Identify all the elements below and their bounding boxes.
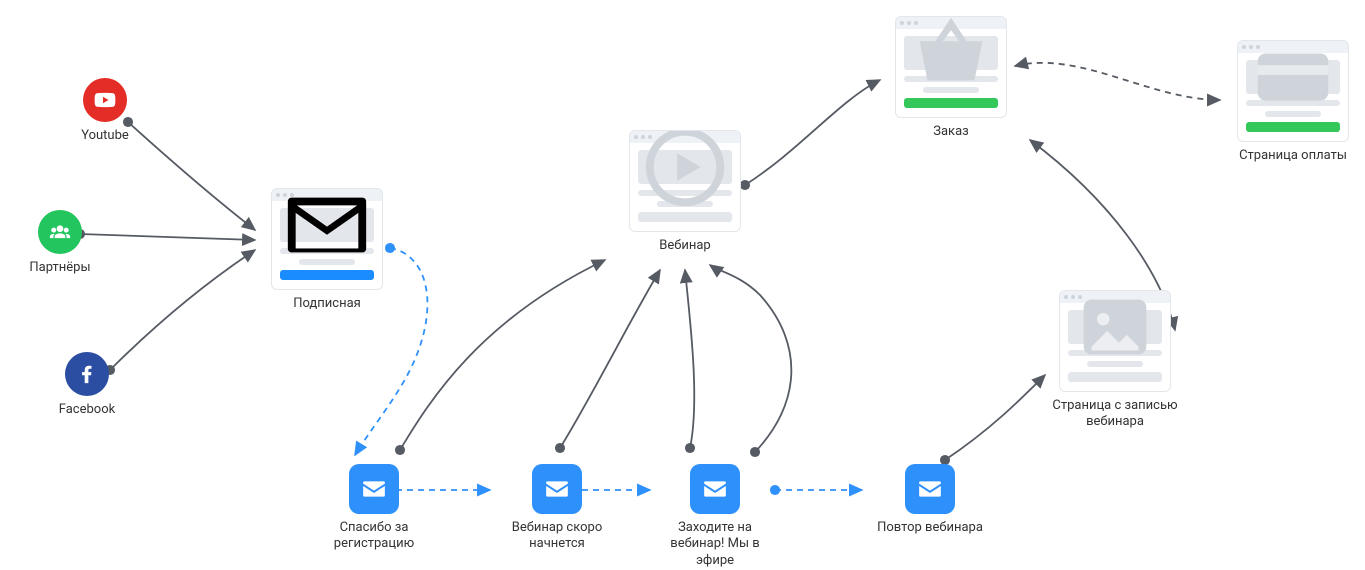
edge-order-payment <box>1015 63 1220 100</box>
page-label: Заказ <box>886 124 1016 140</box>
page-card <box>895 16 1007 118</box>
page-label: Страница с записью вебинара <box>1050 398 1180 431</box>
edge-webinar-order <box>745 80 880 185</box>
page-label: Вебинар <box>620 238 750 254</box>
edge-youtube-subscribe <box>128 122 255 230</box>
edge-e4-recording <box>945 375 1045 460</box>
email-e3: Заходите на вебинар! Мы в эфире <box>655 464 775 569</box>
email-e1: Спасибо за регистрацию <box>314 464 434 553</box>
source-label: Youtube <box>70 128 140 144</box>
email-label: Спасибо за регистрацию <box>314 520 434 553</box>
edge-e2-webinar <box>560 270 660 448</box>
mail-icon <box>905 464 955 514</box>
source-partners: Партнёры <box>25 210 95 276</box>
mail-icon <box>280 208 374 242</box>
facebook-icon <box>65 352 109 396</box>
card-icon <box>1246 60 1340 94</box>
edge-e1-webinar <box>400 260 605 450</box>
email-e4: Повтор вебинара <box>870 464 990 536</box>
play-icon <box>638 150 732 184</box>
page-subscribe: Подписная <box>262 188 392 312</box>
email-label: Повтор вебинара <box>870 520 990 536</box>
page-order: Заказ <box>886 16 1016 140</box>
people-icon <box>38 210 82 254</box>
mail-icon <box>532 464 582 514</box>
source-youtube: Youtube <box>70 78 140 144</box>
page-card <box>629 130 741 232</box>
page-webinar: Вебинар <box>620 130 750 254</box>
image-icon <box>1068 310 1162 344</box>
diagram-canvas: Youtube Партнёры Facebook Подписная Вебинар З… <box>0 0 1365 570</box>
page-card <box>271 188 383 290</box>
page-card <box>1237 40 1349 142</box>
email-label: Вебинар скоро начнется <box>497 520 617 553</box>
edge-e3-webinar <box>685 270 694 448</box>
page-label: Подписная <box>262 296 392 312</box>
edge-facebook-subscribe <box>110 250 255 370</box>
mail-icon <box>349 464 399 514</box>
source-facebook: Facebook <box>52 352 122 418</box>
source-label: Партнёры <box>25 260 95 276</box>
mail-icon <box>690 464 740 514</box>
edge-partners-subscribe <box>80 234 255 240</box>
basket-icon <box>904 36 998 70</box>
edge-e3-webinar <box>710 265 791 452</box>
youtube-icon <box>83 78 127 122</box>
source-label: Facebook <box>52 402 122 418</box>
page-label: Страница оплаты <box>1228 148 1358 164</box>
page-payment: Страница оплаты <box>1228 40 1358 164</box>
email-label: Заходите на вебинар! Мы в эфире <box>655 520 775 569</box>
page-card <box>1059 290 1171 392</box>
page-recording: Страница с записью вебинара <box>1050 290 1180 431</box>
email-e2: Вебинар скоро начнется <box>497 464 617 553</box>
